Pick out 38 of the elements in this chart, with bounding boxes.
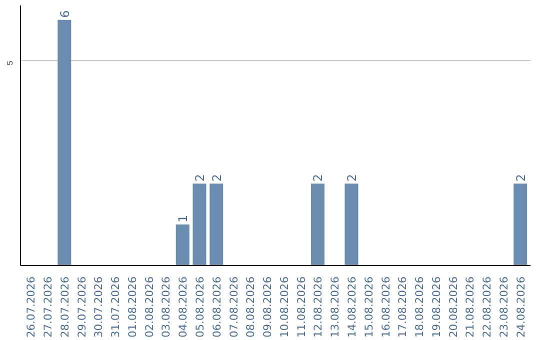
x-tick-label: 24.08.2026 bbox=[514, 276, 528, 338]
data-label: 2 bbox=[514, 174, 528, 182]
x-tick-label: 21.08.2026 bbox=[464, 276, 477, 338]
x-tick-label: 17.08.2026 bbox=[396, 276, 410, 338]
x-tick-label: 23.08.2026 bbox=[497, 276, 510, 338]
x-tick-label: 06.08.2026 bbox=[210, 276, 224, 338]
x-tick-label: 15.08.2026 bbox=[362, 276, 376, 338]
x-tick-label: 22.08.2026 bbox=[480, 276, 494, 338]
data-label: 2 bbox=[311, 174, 326, 182]
x-tick-label: 31.07.2026 bbox=[109, 276, 122, 338]
x-tick-label: 19.08.2026 bbox=[430, 276, 443, 338]
x-tick-label: 02.08.2026 bbox=[142, 276, 156, 338]
x-tick-label: 20.08.2026 bbox=[446, 276, 460, 338]
x-tick-label: 27.07.2026 bbox=[42, 276, 55, 338]
x-tick-label: 07.08.2026 bbox=[227, 276, 240, 338]
x-tick-label: 14.08.2026 bbox=[345, 276, 358, 338]
x-tick-label: 10.08.2026 bbox=[278, 276, 291, 338]
x-tick-label: 04.08.2026 bbox=[176, 276, 190, 338]
x-tick-label: 16.08.2026 bbox=[379, 276, 392, 338]
x-tick-label: 11.08.2026 bbox=[294, 276, 308, 338]
data-label: 1 bbox=[176, 214, 190, 223]
x-tick-label: 01.08.2026 bbox=[126, 276, 139, 338]
x-tick-label: 05.08.2026 bbox=[194, 276, 207, 338]
x-tick-label: 30.07.2026 bbox=[92, 276, 106, 338]
data-label: 2 bbox=[210, 174, 224, 182]
x-tick-label: 13.08.2026 bbox=[328, 276, 342, 338]
x-tick-label: 18.08.2026 bbox=[413, 276, 426, 338]
data-label: 2 bbox=[193, 174, 208, 182]
x-tick-label: 28.07.2026 bbox=[58, 276, 72, 338]
x-tick-label: 03.08.2026 bbox=[160, 276, 173, 338]
x-tick-label: 12.08.2026 bbox=[312, 276, 325, 338]
x-tick-label: 26.07.2026 bbox=[24, 276, 38, 338]
data-label: 2 bbox=[344, 174, 359, 182]
data-label: 6 bbox=[58, 10, 72, 18]
x-tick-label: 29.07.2026 bbox=[75, 276, 88, 338]
x-tick-label: 08.08.2026 bbox=[244, 276, 258, 338]
x-tick-label: 09.08.2026 bbox=[261, 276, 274, 338]
y-tick-label: 5 bbox=[6, 60, 14, 66]
